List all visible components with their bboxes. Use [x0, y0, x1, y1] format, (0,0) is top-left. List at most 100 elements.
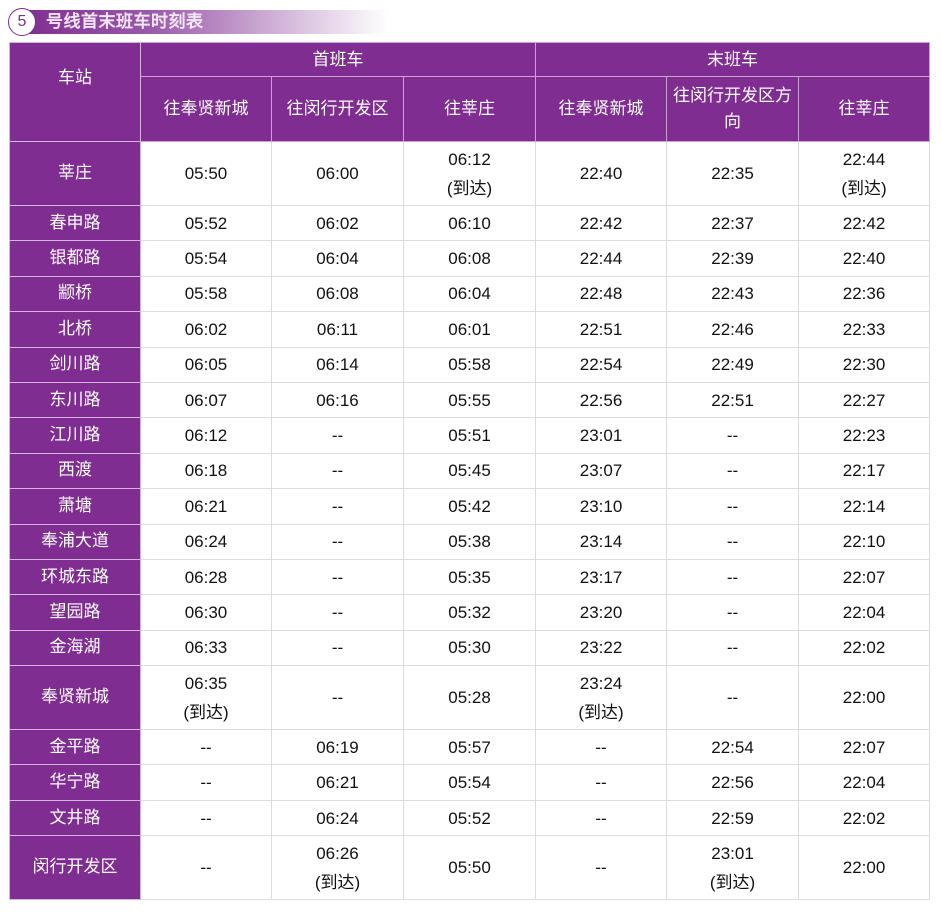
time-cell: 06:33 — [140, 629, 272, 667]
time-cell: 05:50 — [402, 835, 537, 901]
time-cell: 22:30 — [798, 346, 931, 383]
table-row: 华宁路 -- 06:21 05:54 -- 22:56 22:04 — [9, 764, 931, 801]
time-cell: 22:27 — [798, 381, 931, 419]
time-cell: 23:07 — [535, 452, 668, 490]
time-cell: 23:14 — [535, 523, 668, 560]
time-cell: 06:16 — [271, 381, 404, 419]
time-cell: 06:26 (到达) — [271, 835, 404, 901]
time-cell: -- — [271, 558, 404, 596]
time-cell: 05:32 — [402, 594, 537, 631]
timetable: 车站 首班车 末班车 往奉贤新城 往闵行开发区 往莘庄 往奉贤新城 往闵行开发区… — [9, 42, 931, 901]
station-name: 文井路 — [9, 799, 141, 837]
time-cell: 22:39 — [666, 240, 800, 277]
time-cell: 06:24 — [271, 799, 404, 837]
time-cell: 23:17 — [535, 558, 668, 596]
time-cell: 22:33 — [798, 311, 931, 348]
header-last-dir: 往奉贤新城 — [535, 76, 668, 142]
time-cell: 22:42 — [798, 204, 931, 242]
station-name: 东川路 — [9, 381, 141, 419]
header-last-train: 末班车 — [535, 42, 931, 77]
time-cell: 06:05 — [140, 346, 272, 383]
time-cell: 22:46 — [666, 311, 800, 348]
time-cell: 06:30 — [140, 594, 272, 631]
time-cell: -- — [535, 764, 668, 801]
time-cell: 05:28 — [402, 665, 537, 731]
table-row: 春申路 05:52 06:02 06:10 22:42 22:37 22:42 — [9, 204, 931, 242]
time-cell: 22:56 — [666, 764, 800, 801]
station-name: 颛桥 — [9, 275, 141, 313]
table-row: 银都路 05:54 06:04 06:08 22:44 22:39 22:40 — [9, 240, 931, 277]
time-cell: 22:49 — [666, 346, 800, 383]
table-row: 文井路 -- 06:24 05:52 -- 22:59 22:02 — [9, 799, 931, 837]
table-row: 萧塘 06:21 -- 05:42 23:10 -- 22:14 — [9, 488, 931, 525]
header-first-train: 首班车 — [139, 42, 537, 77]
time-cell: 22:00 — [798, 665, 931, 731]
time-cell: -- — [666, 523, 800, 560]
station-name: 金海湖 — [9, 629, 141, 667]
station-name: 西渡 — [9, 452, 141, 490]
title-banner — [22, 10, 388, 34]
time-cell: -- — [140, 764, 272, 801]
time-cell: -- — [271, 523, 404, 560]
table-row: 金海湖 06:33 -- 05:30 23:22 -- 22:02 — [9, 629, 931, 667]
time-cell: -- — [666, 417, 800, 454]
line-number-badge: 5 — [8, 8, 36, 36]
time-cell: 22:35 — [666, 141, 800, 206]
time-cell: -- — [271, 629, 404, 667]
table-row: 北桥 06:02 06:11 06:01 22:51 22:46 22:33 — [9, 311, 931, 348]
time-cell: 22:07 — [798, 729, 931, 766]
table-row: 剑川路 06:05 06:14 05:58 22:54 22:49 22:30 — [9, 346, 931, 383]
table-row: 西渡 06:18 -- 05:45 23:07 -- 22:17 — [9, 452, 931, 490]
table-row: 环城东路 06:28 -- 05:35 23:17 -- 22:07 — [9, 558, 931, 596]
header-last-dir: 往闵行开发区方向 — [666, 76, 800, 142]
time-cell: -- — [666, 488, 800, 525]
time-cell: 05:42 — [402, 488, 537, 525]
header-last-dir: 往莘庄 — [798, 76, 931, 142]
station-name: 银都路 — [9, 240, 141, 277]
time-cell: 22:51 — [666, 381, 800, 419]
time-cell: 06:28 — [140, 558, 272, 596]
time-cell: -- — [666, 665, 800, 731]
table-row: 颛桥 05:58 06:08 06:04 22:48 22:43 22:36 — [9, 275, 931, 313]
table-row: 望园路 06:30 -- 05:32 23:20 -- 22:04 — [9, 594, 931, 631]
time-cell: 06:14 — [271, 346, 404, 383]
table-row: 莘庄 05:50 06:00 06:12 (到达) 22:40 22:35 22:44 (到… — [9, 141, 931, 206]
time-cell: 23:01 — [535, 417, 668, 454]
time-cell: -- — [535, 835, 668, 901]
station-name: 奉贤新城 — [9, 665, 141, 731]
time-cell: 22:36 — [798, 275, 931, 313]
table-row: 江川路 06:12 -- 05:51 23:01 -- 22:23 — [9, 417, 931, 454]
time-cell: -- — [666, 594, 800, 631]
time-cell: 23:22 — [535, 629, 668, 667]
time-cell: -- — [140, 835, 272, 901]
time-cell: 05:38 — [402, 523, 537, 560]
time-cell: 06:08 — [271, 275, 404, 313]
time-cell: 22:17 — [798, 452, 931, 490]
time-cell: 06:01 — [402, 311, 537, 348]
time-cell: 05:45 — [402, 452, 537, 490]
time-cell: 22:04 — [798, 594, 931, 631]
table-row: 东川路 06:07 06:16 05:55 22:56 22:51 22:27 — [9, 381, 931, 419]
time-cell: -- — [666, 452, 800, 490]
time-cell: 22:07 — [798, 558, 931, 596]
time-cell: -- — [271, 488, 404, 525]
time-cell: 05:51 — [402, 417, 537, 454]
timetable-title: 5 号线首末班车时刻表 — [8, 8, 388, 36]
title-text: 号线首末班车时刻表 — [46, 12, 204, 32]
station-name: 望园路 — [9, 594, 141, 631]
time-cell: 22:54 — [666, 729, 800, 766]
station-name: 剑川路 — [9, 346, 141, 383]
table-row: 奉浦大道 06:24 -- 05:38 23:14 -- 22:10 — [9, 523, 931, 560]
table-row: 奉贤新城 06:35 (到达) -- 05:28 23:24 (到达) -- 22:00 — [9, 665, 931, 731]
time-cell: 06:10 — [402, 204, 537, 242]
station-name: 华宁路 — [9, 764, 141, 801]
time-cell: -- — [271, 594, 404, 631]
time-cell: -- — [140, 799, 272, 837]
time-cell: 06:02 — [271, 204, 404, 242]
time-cell: -- — [271, 417, 404, 454]
time-cell: 22:02 — [798, 629, 931, 667]
station-name: 春申路 — [9, 204, 141, 242]
header-first-dir: 往莘庄 — [402, 76, 537, 142]
time-cell: 22:54 — [535, 346, 668, 383]
time-cell: 22:04 — [798, 764, 931, 801]
